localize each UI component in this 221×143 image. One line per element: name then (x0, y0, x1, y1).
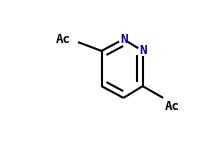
Text: N: N (120, 33, 127, 46)
Circle shape (137, 46, 148, 56)
Circle shape (118, 34, 129, 44)
Text: Ac: Ac (164, 100, 179, 113)
Text: N: N (139, 44, 146, 57)
Text: Ac: Ac (56, 33, 71, 46)
